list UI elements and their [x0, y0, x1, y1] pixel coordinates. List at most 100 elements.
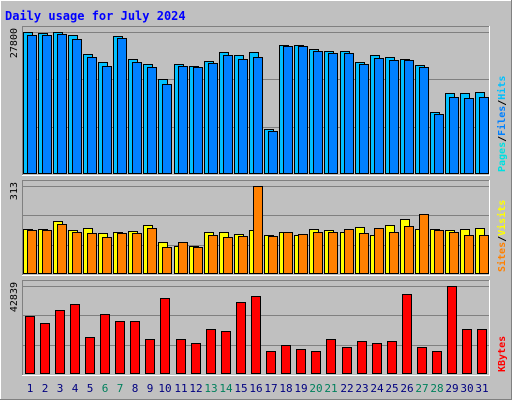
panel-mid-legend: Sites/Visits	[496, 200, 508, 272]
x-tick-label-day-23: 23	[355, 382, 368, 395]
bar-files-day-3: Files 3: 27400	[57, 34, 67, 174]
bar-files-day-8: Files 8: 22000	[132, 62, 142, 174]
bar-sites-day-22: Sites 22: 160	[344, 229, 354, 274]
bar-sites-day-14: Sites 14: 130	[223, 237, 233, 274]
x-tick-label-day-15: 15	[234, 382, 247, 395]
legend-kbytes: KBytes	[497, 336, 508, 372]
x-tick-label-day-11: 11	[174, 382, 187, 395]
bar-sites-day-18: Sites 18: 148	[283, 232, 293, 274]
x-tick-label-day-6: 6	[102, 382, 109, 395]
bar-files-day-4: Files 4: 26400	[72, 39, 82, 174]
bar-kbytes-day-17: KBytes 17: 11000	[266, 351, 276, 374]
bar-sites-day-11: Sites 11: 115	[178, 242, 188, 274]
bar-files-day-9: Files 9: 21000	[147, 67, 157, 174]
x-tick-label-day-29: 29	[445, 382, 458, 395]
x-tick-label-day-8: 8	[132, 382, 139, 395]
bar-files-day-15: Files 15: 22500	[238, 59, 248, 174]
x-tick-label-day-1: 1	[27, 382, 34, 395]
x-tick-label-day-4: 4	[72, 382, 79, 395]
bar-files-day-16: Files 16: 22900	[253, 57, 263, 174]
bar-files-day-30: Files 30: 14800	[464, 98, 474, 174]
bar-files-day-2: Files 2: 27200	[42, 35, 52, 174]
bar-sites-day-9: Sites 9: 165	[147, 228, 157, 274]
bar-kbytes-day-1: KBytes 1: 28000	[25, 316, 35, 374]
bar-kbytes-day-6: KBytes 6: 29000	[100, 314, 110, 374]
bar-sites-day-5: Sites 5: 145	[87, 233, 97, 274]
bar-sites-day-10: Sites 10: 95	[162, 247, 172, 274]
bar-kbytes-day-31: KBytes 31: 22000	[477, 329, 487, 374]
legend-pages: Pages	[497, 142, 508, 172]
bar-sites-day-28: Sites 28: 155	[434, 230, 444, 274]
chart-title: Daily usage for July 2024	[5, 9, 186, 23]
panel-mid: 313Visits 1: 160Visits 2: 160Visits 3: 1…	[9, 180, 508, 276]
chart-panels: 27800Hits 1: 27900Hits 2: 27700Hits 3: 2…	[9, 26, 508, 376]
bar-kbytes-day-26: KBytes 26: 39000	[402, 294, 412, 374]
bar-sites-day-13: Sites 13: 140	[208, 235, 218, 274]
panel-top: 27800Hits 1: 27900Hits 2: 27700Hits 3: 2…	[9, 26, 508, 176]
bar-sites-day-29: Sites 29: 150	[449, 232, 459, 274]
bar-kbytes-day-20: KBytes 20: 11000	[311, 351, 321, 374]
x-tick-label-day-19: 19	[294, 382, 307, 395]
bar-kbytes-day-12: KBytes 12: 15000	[191, 343, 201, 374]
bar-files-day-14: Files 14: 23200	[223, 55, 233, 174]
bar-files-day-7: Files 7: 26600	[117, 38, 127, 174]
bar-files-day-22: Files 22: 23600	[344, 53, 354, 174]
x-tick-label-day-25: 25	[385, 382, 398, 395]
bar-kbytes-day-2: KBytes 2: 25000	[40, 323, 50, 374]
bar-sites-day-8: Sites 8: 145	[132, 233, 142, 274]
bar-kbytes-day-13: KBytes 13: 22000	[206, 329, 216, 374]
bar-sites-day-1: Sites 1: 155	[27, 230, 37, 274]
bar-kbytes-day-16: KBytes 16: 38000	[251, 296, 261, 374]
bar-files-day-27: Files 27: 21000	[419, 67, 429, 174]
bar-sites-day-12: Sites 12: 95	[193, 247, 203, 274]
bar-files-day-1: Files 1: 27200	[27, 35, 37, 174]
legend-separator: /	[497, 136, 508, 142]
x-tick-label-day-24: 24	[370, 382, 384, 395]
bar-sites-day-19: Sites 19: 143	[298, 234, 308, 274]
x-tick-label-day-2: 2	[42, 382, 49, 395]
x-tick-label-day-3: 3	[57, 382, 64, 395]
legend-separator: /	[497, 100, 508, 106]
legend-separator: /	[497, 236, 508, 242]
bar-sites-day-21: Sites 21: 150	[328, 232, 338, 274]
bar-files-day-24: Files 24: 22700	[374, 58, 384, 174]
bar-sites-day-4: Sites 4: 150	[72, 232, 82, 274]
x-tick-label-day-31: 31	[475, 382, 488, 395]
x-tick-label-day-14: 14	[219, 382, 233, 395]
x-tick-label-day-28: 28	[430, 382, 443, 395]
bar-sites-day-3: Sites 3: 178	[57, 224, 67, 274]
bar-sites-day-27: Sites 27: 215	[419, 214, 429, 274]
x-tick-label-day-21: 21	[324, 382, 337, 395]
bar-kbytes-day-23: KBytes 23: 16000	[357, 341, 367, 374]
panel-bot-ymax-label: 42839	[9, 282, 20, 312]
bar-sites-day-6: Sites 6: 130	[102, 237, 112, 274]
x-tick-label-day-12: 12	[189, 382, 202, 395]
bar-sites-day-15: Sites 15: 135	[238, 236, 248, 274]
bar-files-day-12: Files 12: 21000	[193, 67, 203, 174]
bar-kbytes-day-24: KBytes 24: 15000	[372, 343, 382, 374]
bar-files-day-26: Files 26: 22300	[404, 60, 414, 174]
bar-sites-day-7: Sites 7: 145	[117, 233, 127, 274]
x-tick-label-day-10: 10	[158, 382, 171, 395]
x-tick-label-day-20: 20	[309, 382, 322, 395]
legend-sites: Sites	[496, 242, 508, 272]
bar-kbytes-day-3: KBytes 3: 31000	[55, 310, 65, 374]
x-tick-label-day-18: 18	[279, 382, 292, 395]
bar-kbytes-day-11: KBytes 11: 17000	[176, 339, 186, 374]
legend-hits: Hits	[496, 76, 508, 100]
x-tick-label-day-9: 9	[147, 382, 154, 395]
bar-files-day-25: Files 25: 22400	[389, 60, 399, 174]
x-tick-label-day-13: 13	[204, 382, 217, 395]
bar-kbytes-day-27: KBytes 27: 13000	[417, 347, 427, 374]
bar-kbytes-day-7: KBytes 7: 26000	[115, 321, 125, 374]
legend-files: Files	[496, 106, 508, 136]
bar-kbytes-day-19: KBytes 19: 12000	[296, 349, 306, 374]
panel-top-legend: Pages/Files/Hits	[496, 76, 508, 172]
x-tick-label-day-27: 27	[415, 382, 428, 395]
bar-kbytes-day-18: KBytes 18: 14000	[281, 345, 291, 374]
bar-sites-day-24: Sites 24: 162	[374, 228, 384, 274]
bar-sites-day-16: Sites 16: 313	[253, 186, 263, 274]
bar-files-day-29: Files 29: 15000	[449, 97, 459, 174]
x-tick-label-day-16: 16	[249, 382, 262, 395]
